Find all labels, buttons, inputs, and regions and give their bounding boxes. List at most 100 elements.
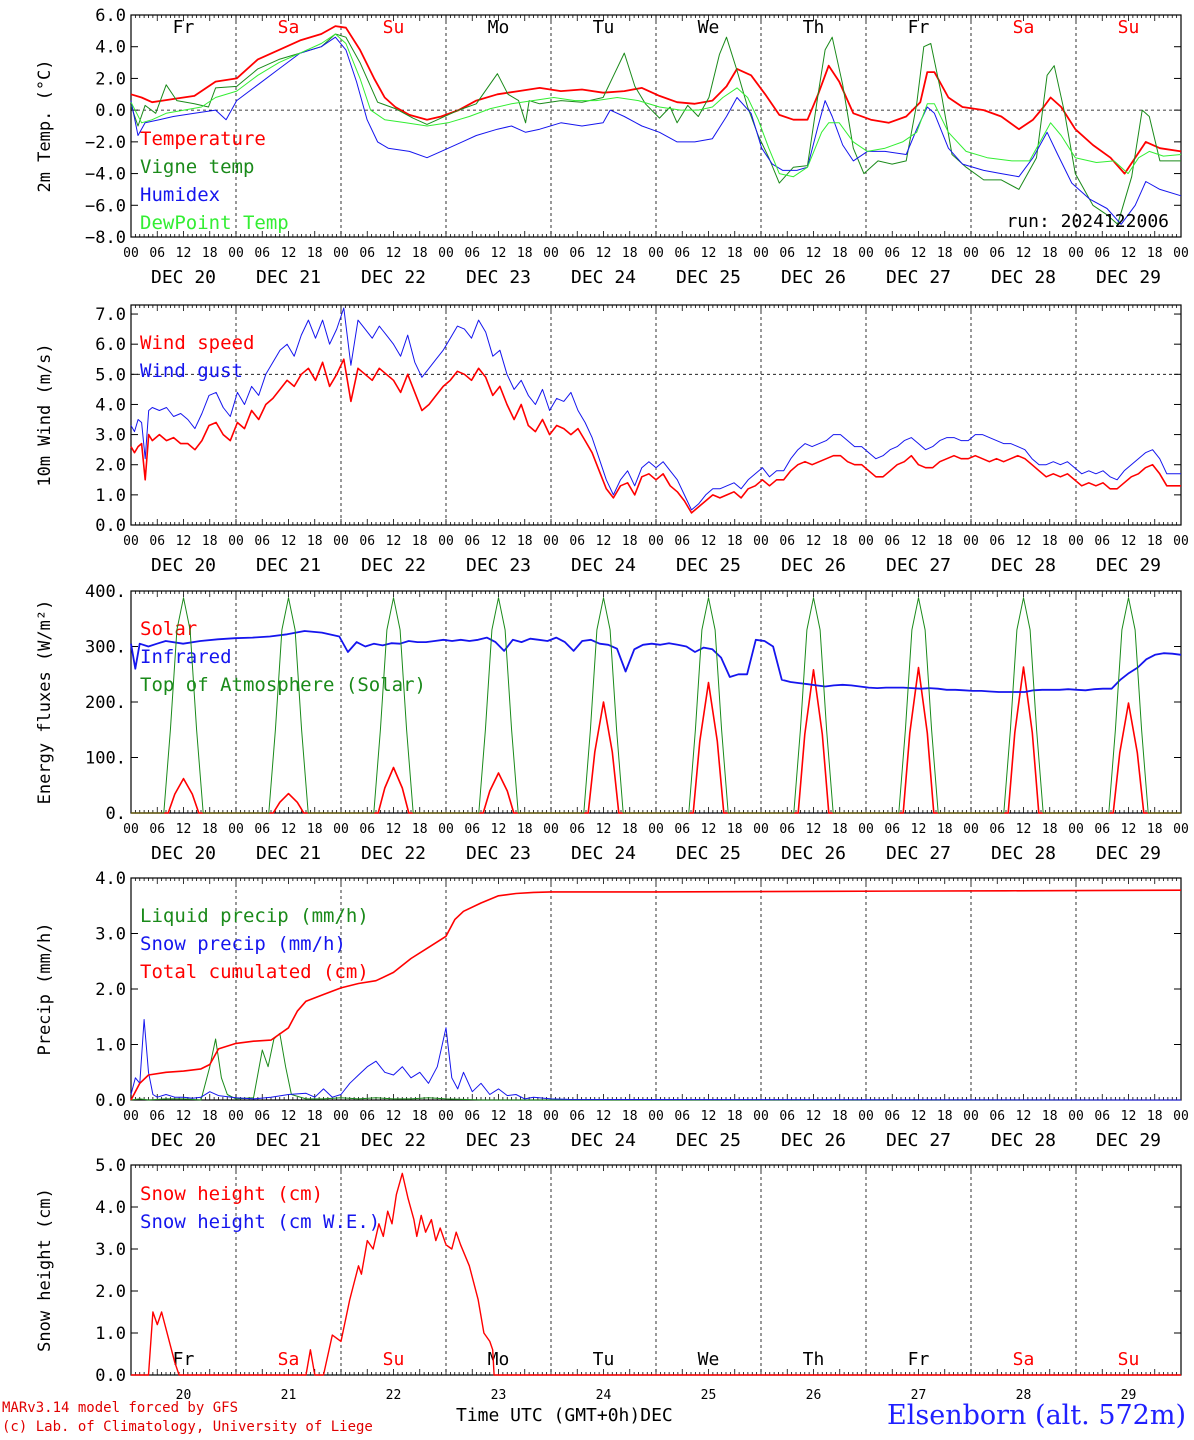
- hour-label: 12: [281, 1109, 297, 1124]
- hour-label: 06: [779, 1109, 795, 1124]
- day-number-label: 23: [491, 1388, 507, 1403]
- legend-entry: Humidex: [140, 184, 220, 206]
- hour-label: 06: [359, 822, 375, 837]
- hour-label: 00: [858, 822, 874, 837]
- date-label: DEC 22: [361, 1130, 426, 1151]
- series-line-infrared: [130, 630, 1182, 693]
- weekday-label: Fr: [908, 1349, 930, 1370]
- date-label: DEC 21: [256, 555, 321, 576]
- date-label: DEC 29: [1096, 555, 1161, 576]
- weekday-label: Su: [1118, 1349, 1140, 1370]
- hour-label: 06: [989, 534, 1005, 549]
- hour-label: 18: [412, 822, 428, 837]
- day-number-label: 22: [386, 1388, 402, 1403]
- y-tick-label: 200.: [85, 693, 126, 713]
- day-number-label: 29: [1121, 1388, 1137, 1403]
- weekday-label: Su: [383, 1349, 405, 1370]
- hour-label: 18: [517, 534, 533, 549]
- weekday-label: Fr: [908, 17, 930, 38]
- day-number-label: 24: [596, 1388, 612, 1403]
- y-tick-label: 3.0: [95, 925, 126, 945]
- hour-label: 00: [228, 822, 244, 837]
- hour-label: 06: [674, 246, 690, 261]
- y-axis-label: 10m Wind (m/s): [35, 343, 55, 486]
- hour-label: 18: [1042, 534, 1058, 549]
- day-number-label: 21: [281, 1388, 297, 1403]
- hour-label: 18: [1042, 246, 1058, 261]
- hour-label: 06: [1094, 246, 1110, 261]
- series-line-humidex: [130, 36, 1182, 225]
- y-tick-label: 2.0: [95, 69, 126, 89]
- hour-label: 00: [648, 534, 664, 549]
- hour-label: 12: [911, 822, 927, 837]
- date-label: DEC 22: [361, 843, 426, 864]
- date-label: DEC 23: [466, 267, 531, 288]
- hour-label: 00: [858, 534, 874, 549]
- hour-label: 06: [359, 1109, 375, 1124]
- hour-label: 18: [307, 534, 323, 549]
- date-label: DEC 25: [676, 555, 741, 576]
- weekday-label: Fr: [173, 17, 195, 38]
- hour-label: 18: [937, 534, 953, 549]
- y-tick-label: −4.0: [85, 165, 126, 185]
- weekday-label: Th: [803, 1349, 825, 1370]
- hour-label: 12: [281, 534, 297, 549]
- hour-label: 18: [202, 1109, 218, 1124]
- hour-label: 06: [569, 1109, 585, 1124]
- date-label: DEC 24: [571, 1130, 636, 1151]
- weekday-label: We: [698, 1349, 720, 1370]
- hour-label: 12: [596, 1109, 612, 1124]
- station-name: Elsenborn (alt. 572m): [887, 1400, 1186, 1431]
- y-tick-label: 4.0: [95, 1198, 126, 1218]
- legend-entry: Snow height (cm): [140, 1183, 323, 1205]
- hour-label: 06: [464, 246, 480, 261]
- hour-label: 06: [779, 534, 795, 549]
- hour-label: 00: [1173, 246, 1189, 261]
- hour-label: 12: [386, 246, 402, 261]
- weekday-label: Sa: [1013, 1349, 1035, 1370]
- x-axis-title-text: Time UTC (GMT+0h): [456, 1405, 641, 1426]
- hour-label: 06: [884, 246, 900, 261]
- hour-label: 18: [1147, 246, 1163, 261]
- y-tick-label: 4.0: [95, 869, 126, 889]
- hour-label: 06: [1094, 822, 1110, 837]
- legend-entry: Snow precip (mm/h): [140, 933, 346, 955]
- y-tick-label: 2.0: [95, 456, 126, 476]
- date-label: DEC 20: [151, 1130, 216, 1151]
- hour-label: 12: [491, 534, 507, 549]
- hour-label: 12: [1121, 1109, 1137, 1124]
- legend-entry: Wind speed: [140, 332, 254, 354]
- x-axis-title: Time UTC (GMT+0h)DEC: [456, 1405, 673, 1426]
- y-tick-label: 5.0: [95, 365, 126, 385]
- y-tick-label: 7.0: [95, 305, 126, 325]
- hour-label: 18: [1042, 1109, 1058, 1124]
- hour-label: 00: [1068, 246, 1084, 261]
- hour-label: 12: [1016, 1109, 1032, 1124]
- hour-label: 06: [149, 246, 165, 261]
- y-tick-label: −8.0: [85, 228, 126, 248]
- hour-label: 00: [333, 1109, 349, 1124]
- y-tick-label: 400.: [85, 582, 126, 602]
- y-tick-label: 1.0: [95, 1036, 126, 1056]
- y-tick-label: 2.0: [95, 980, 126, 1000]
- hour-label: 00: [1068, 534, 1084, 549]
- y-axis-label: Snow height (cm): [35, 1188, 55, 1352]
- hour-label: 12: [491, 246, 507, 261]
- hour-label: 00: [228, 534, 244, 549]
- y-tick-label: 3.0: [95, 1240, 126, 1260]
- hour-label: 12: [1121, 822, 1137, 837]
- hour-label: 06: [569, 822, 585, 837]
- hour-label: 00: [333, 246, 349, 261]
- hour-label: 00: [963, 1109, 979, 1124]
- hour-label: 06: [464, 1109, 480, 1124]
- weekday-label: Mo: [488, 17, 510, 38]
- legend-entry: Solar: [140, 618, 197, 640]
- date-label: DEC 28: [991, 1130, 1056, 1151]
- hour-label: 18: [937, 1109, 953, 1124]
- hour-label: 18: [727, 822, 743, 837]
- date-label: DEC 21: [256, 1130, 321, 1151]
- hour-label: 12: [386, 822, 402, 837]
- hour-label: 18: [622, 822, 638, 837]
- hour-label: 06: [569, 534, 585, 549]
- weekday-label: Mo: [488, 1349, 510, 1370]
